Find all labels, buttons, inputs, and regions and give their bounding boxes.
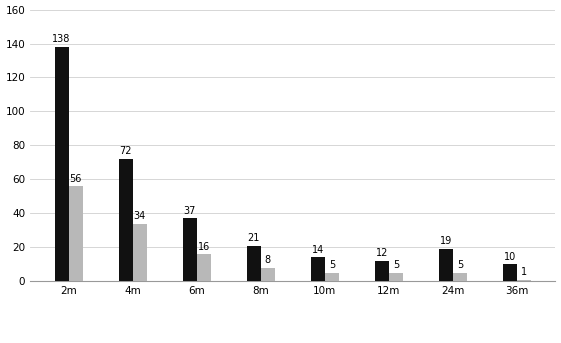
Bar (311, 258, 325, 281)
Bar (68, 186, 82, 281)
Bar (183, 218, 197, 281)
Bar (517, 280, 531, 281)
Bar (389, 273, 403, 281)
Text: 138: 138 (52, 34, 71, 44)
Text: 14: 14 (312, 245, 324, 255)
Bar (197, 254, 211, 281)
Text: 8: 8 (265, 255, 271, 265)
Text: 10: 10 (504, 252, 516, 262)
Bar (132, 224, 147, 281)
Bar (439, 249, 453, 281)
Bar (325, 273, 339, 281)
Text: 5: 5 (329, 260, 335, 270)
Text: 12: 12 (376, 248, 388, 258)
Text: 72: 72 (119, 146, 132, 156)
Bar (503, 264, 517, 281)
Bar (375, 261, 389, 281)
Text: 19: 19 (440, 236, 452, 247)
Text: 34: 34 (134, 211, 146, 221)
Bar (54, 47, 68, 281)
Text: 56: 56 (70, 174, 82, 184)
Text: 1: 1 (521, 267, 527, 277)
Text: 21: 21 (247, 233, 260, 243)
Bar (453, 273, 467, 281)
Text: 5: 5 (393, 260, 399, 270)
Bar (118, 159, 132, 281)
Text: 16: 16 (197, 241, 210, 251)
Bar (247, 246, 261, 281)
Text: 5: 5 (457, 260, 463, 270)
Bar (261, 268, 275, 281)
Text: 37: 37 (183, 206, 196, 216)
